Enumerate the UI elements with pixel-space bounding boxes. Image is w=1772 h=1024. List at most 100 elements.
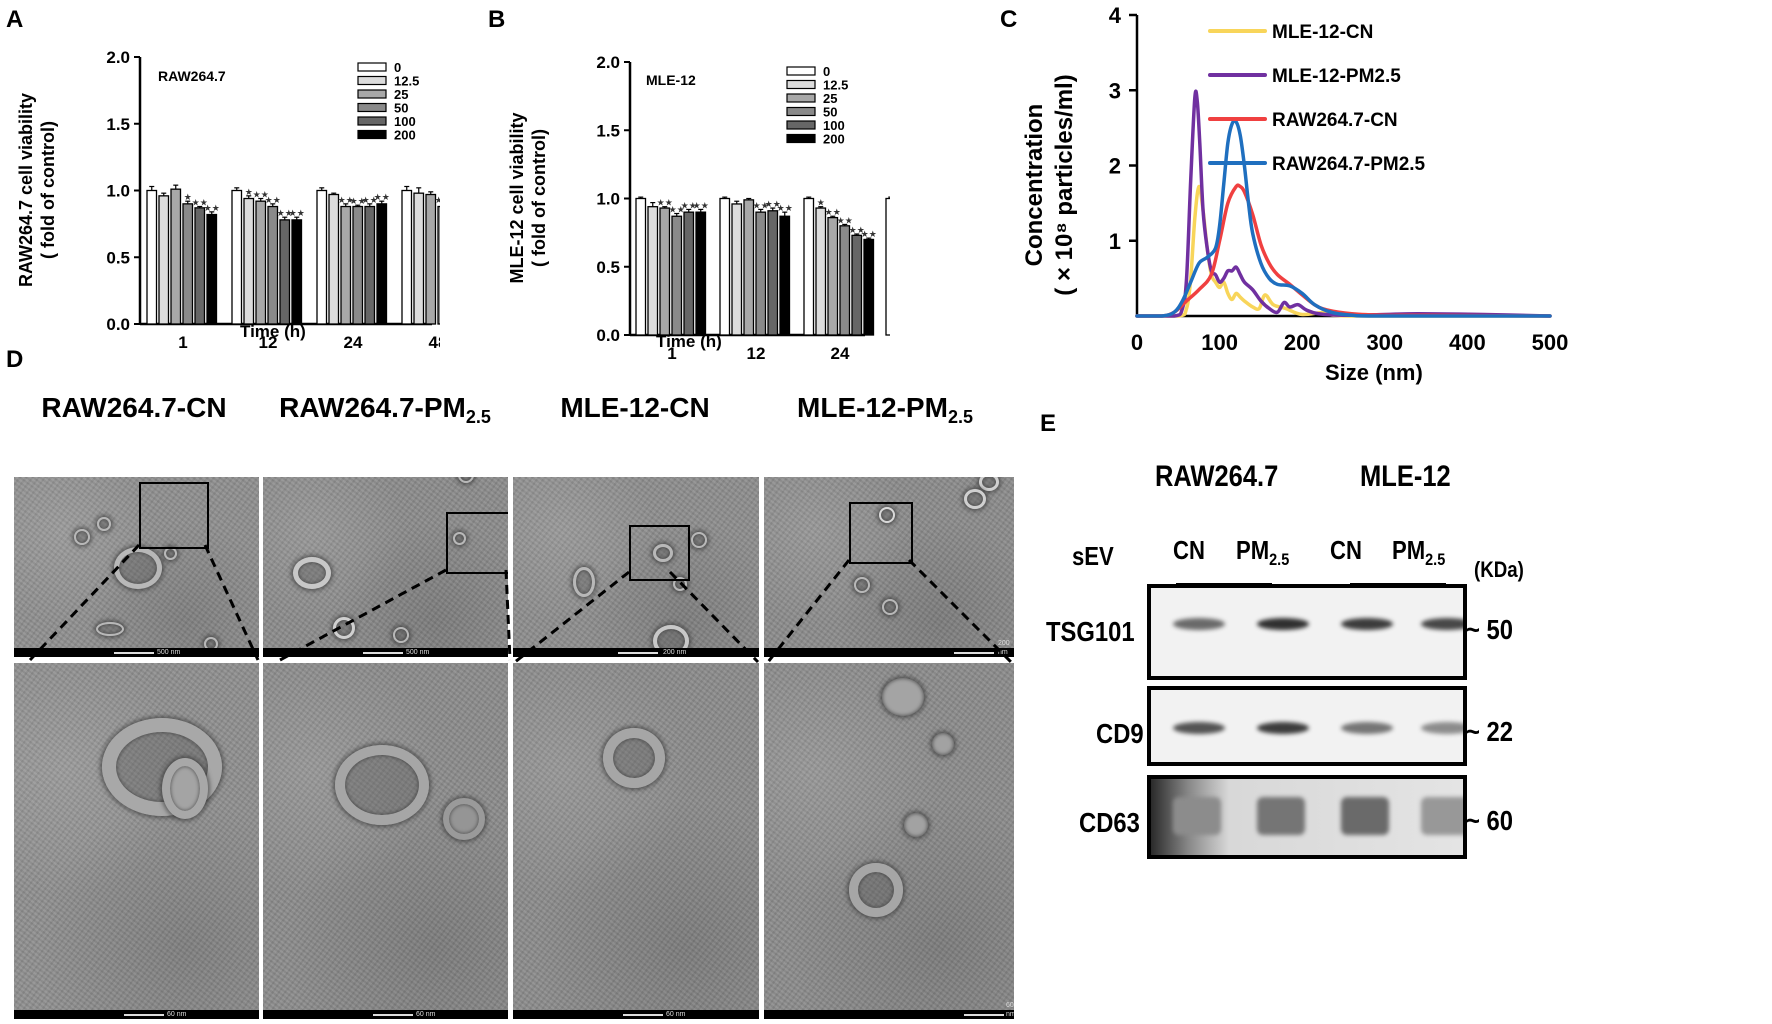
panel-label-d: D (6, 346, 24, 373)
chart-b-xlabel: Time (h) (656, 332, 722, 351)
tem-image-mle-pm-overview: 200 nm (764, 477, 1014, 657)
svg-text:★★: ★★ (204, 203, 220, 213)
tem-image-raw-pm-zoom: 60 nm (263, 663, 508, 1019)
svg-text:0: 0 (394, 60, 401, 75)
svg-text:1.5: 1.5 (106, 115, 130, 134)
protein-band (1257, 797, 1305, 835)
molecular-weight-label: ~ 22 (1466, 716, 1513, 747)
protein-band (1341, 618, 1393, 630)
lane-label-4: PM2.5 (1392, 535, 1446, 570)
svg-text:2.0: 2.0 (106, 48, 130, 67)
tem-image-raw-cn-overview: 500 nm (14, 477, 259, 657)
svg-text:★★: ★★ (753, 200, 769, 210)
protein-band (1173, 797, 1221, 835)
panel-label-c: C (1000, 6, 1018, 33)
protein-band (1421, 722, 1463, 734)
tem-image-mle-pm-zoom: 60 nm (764, 663, 1014, 1019)
svg-text:★: ★ (245, 187, 253, 197)
svg-text:★★: ★★ (253, 190, 269, 200)
chart-c-xlabel: Size (nm) (1325, 360, 1423, 385)
svg-text:0: 0 (1131, 330, 1143, 355)
svg-text:0.0: 0.0 (106, 315, 130, 334)
chart-c-ylabel-line2: ( × 10⁸ particles/ml) (1051, 74, 1078, 296)
chart-a-cell-line-label: RAW264.7 (158, 68, 226, 84)
svg-text:24: 24 (831, 344, 850, 360)
svg-text:★★: ★★ (350, 196, 366, 206)
nta-line-chart: 1 2 3 4 0 100 200 300 400 500 MLE-12-CN MLE-12-PM2.… (1109, 3, 1569, 355)
protein-band (1341, 722, 1393, 734)
svg-text:1.5: 1.5 (596, 121, 620, 140)
blot-protein-label: CD63 (1079, 807, 1140, 838)
svg-text:RAW264.7-PM2.5: RAW264.7-PM2.5 (1272, 154, 1426, 175)
svg-text:★★: ★★ (374, 192, 390, 202)
svg-text:100: 100 (394, 114, 416, 129)
svg-text:24: 24 (344, 333, 363, 350)
panel-label-b: B (488, 6, 506, 33)
svg-text:4: 4 (1109, 3, 1122, 28)
protein-band (1257, 722, 1309, 734)
svg-text:12: 12 (747, 344, 766, 360)
tem-title-raw-pm: RAW264.7-PM2.5 (279, 392, 491, 427)
svg-text:RAW264.7-CN: RAW264.7-CN (1272, 110, 1398, 131)
scale-bar: 60 nm (764, 1002, 1014, 1019)
svg-text:200: 200 (1284, 330, 1321, 355)
svg-text:2: 2 (1109, 154, 1121, 179)
protein-band (1173, 618, 1225, 630)
molecular-weight-label: ~ 50 (1466, 614, 1513, 645)
svg-text:300: 300 (1366, 330, 1403, 355)
protein-band (1421, 797, 1463, 835)
svg-text:2.0: 2.0 (596, 53, 620, 72)
molecular-weight-label: ~ 60 (1466, 805, 1513, 836)
scale-bar: 500 nm (263, 648, 508, 657)
svg-text:200: 200 (823, 132, 845, 147)
blot-membrane (1147, 584, 1467, 680)
scale-bar: 200 nm (513, 648, 759, 657)
svg-text:★★: ★★ (265, 195, 281, 205)
bar-chart-raw264: 0.00.51.01.52.0★★★★★1★ ★★★★★★★★12★★★★★★★★… (106, 48, 440, 350)
group-label-mle12: MLE-12 (1360, 460, 1451, 493)
blot-protein-label: TSG101 (1046, 616, 1135, 647)
tem-title-raw-cn: RAW264.7-CN (41, 392, 227, 423)
svg-text:50: 50 (823, 105, 837, 120)
svg-text:MLE-12-CN: MLE-12-CN (1272, 22, 1373, 43)
svg-text:25: 25 (823, 91, 837, 106)
unit-label-kda: (KDa) (1474, 557, 1524, 582)
svg-text:★★: ★★ (289, 208, 305, 218)
scale-bar: 60 nm (14, 1010, 259, 1019)
lane-label-1: CN (1173, 535, 1205, 565)
svg-text:★★: ★★ (338, 195, 354, 205)
chart-a-xlabel: Time (h) (240, 322, 306, 341)
svg-text:★★: ★★ (861, 229, 877, 239)
svg-text:3: 3 (1109, 78, 1121, 103)
chart-b-cell-line-label: MLE-12 (646, 72, 696, 88)
svg-text:★★: ★★ (765, 199, 781, 209)
protein-band (1257, 618, 1309, 630)
svg-text:0: 0 (823, 64, 830, 79)
svg-text:100: 100 (823, 118, 845, 133)
svg-text:12.5: 12.5 (823, 78, 848, 93)
bar-chart-mle12: 0.00.51.01.52.0★★★★★★★★1★★★★★★12★★★★★★★★… (596, 53, 890, 360)
panel-label-a: A (6, 6, 24, 33)
svg-text:1.0: 1.0 (106, 182, 130, 201)
tem-title-mle-cn: MLE-12-CN (560, 392, 710, 423)
lane-label-2: PM2.5 (1236, 535, 1290, 570)
svg-text:500: 500 (1532, 330, 1569, 355)
svg-text:★★: ★★ (777, 203, 793, 213)
zoom-connector-lines (28, 543, 1016, 667)
protein-band (1341, 797, 1389, 835)
panel-label-e: E (1040, 410, 1057, 437)
svg-text:0.0: 0.0 (596, 326, 620, 345)
group-label-raw264: RAW264.7 (1155, 460, 1279, 493)
svg-text:12: 12 (259, 333, 278, 350)
blot-membrane (1147, 686, 1467, 766)
tem-image-mle-cn-zoom: 60 nm (513, 663, 759, 1019)
svg-text:400: 400 (1449, 330, 1486, 355)
svg-text:★★: ★★ (849, 225, 865, 235)
svg-text:★★: ★★ (277, 208, 293, 218)
tem-title-mle-pm: MLE-12-PM2.5 (797, 392, 973, 427)
svg-text:200: 200 (394, 128, 416, 143)
protein-band (1173, 722, 1225, 734)
tem-image-raw-cn-zoom: 60 nm (14, 663, 259, 1019)
svg-text:★★: ★★ (435, 195, 440, 205)
svg-text:MLE-12-PM2.5: MLE-12-PM2.5 (1272, 66, 1401, 87)
